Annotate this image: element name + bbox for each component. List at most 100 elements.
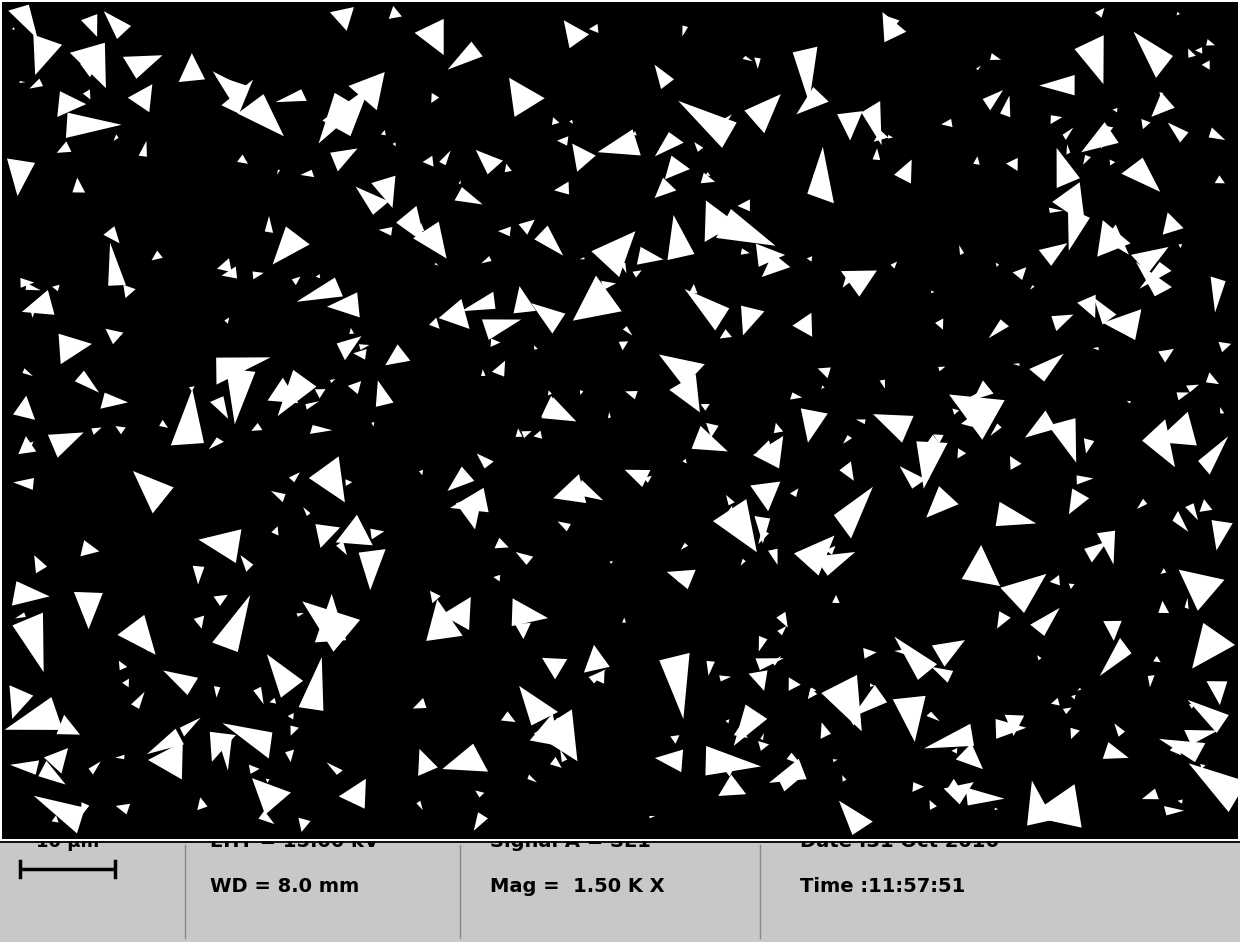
Polygon shape: [510, 77, 544, 117]
Text: EHT = 15.00 kV: EHT = 15.00 kV: [210, 832, 379, 851]
Polygon shape: [1029, 353, 1064, 382]
Polygon shape: [74, 370, 99, 393]
Polygon shape: [1078, 688, 1081, 690]
Polygon shape: [81, 14, 97, 37]
Polygon shape: [863, 648, 877, 658]
Polygon shape: [330, 8, 353, 31]
Polygon shape: [715, 209, 775, 246]
Polygon shape: [610, 561, 613, 564]
Polygon shape: [1048, 418, 1076, 463]
Polygon shape: [14, 396, 35, 420]
Polygon shape: [455, 187, 482, 204]
Polygon shape: [222, 79, 253, 114]
Polygon shape: [33, 796, 86, 834]
Polygon shape: [670, 374, 699, 413]
Polygon shape: [839, 462, 854, 480]
Polygon shape: [83, 89, 91, 100]
Polygon shape: [237, 154, 248, 164]
Polygon shape: [650, 816, 655, 819]
Polygon shape: [817, 367, 831, 378]
Polygon shape: [843, 271, 858, 287]
Polygon shape: [1198, 436, 1228, 475]
Polygon shape: [105, 329, 124, 344]
Polygon shape: [434, 263, 439, 266]
Polygon shape: [625, 470, 651, 487]
Polygon shape: [1152, 92, 1174, 117]
Polygon shape: [305, 401, 319, 410]
Polygon shape: [326, 762, 342, 775]
Polygon shape: [786, 753, 801, 765]
Polygon shape: [541, 396, 562, 416]
Polygon shape: [584, 645, 610, 673]
Polygon shape: [667, 570, 696, 590]
Polygon shape: [1158, 601, 1169, 613]
Polygon shape: [414, 19, 444, 55]
Polygon shape: [330, 149, 357, 171]
Polygon shape: [148, 729, 184, 755]
Polygon shape: [1112, 108, 1117, 112]
Polygon shape: [336, 336, 362, 360]
Polygon shape: [360, 90, 373, 99]
Polygon shape: [1069, 584, 1075, 589]
Polygon shape: [10, 685, 33, 719]
Polygon shape: [1078, 295, 1096, 318]
Polygon shape: [300, 170, 314, 177]
Bar: [0, 841, 1240, 942]
Polygon shape: [718, 774, 746, 796]
Polygon shape: [123, 284, 135, 298]
Polygon shape: [873, 414, 914, 443]
Polygon shape: [20, 278, 35, 288]
Polygon shape: [145, 644, 153, 652]
Polygon shape: [278, 370, 316, 416]
Polygon shape: [632, 270, 641, 278]
Polygon shape: [249, 765, 259, 774]
Text: Signal A = SE1: Signal A = SE1: [490, 832, 651, 851]
Polygon shape: [24, 442, 33, 451]
Polygon shape: [257, 731, 263, 740]
Polygon shape: [572, 143, 595, 171]
Polygon shape: [14, 478, 33, 490]
Polygon shape: [347, 382, 361, 394]
Polygon shape: [315, 389, 326, 398]
Polygon shape: [754, 57, 760, 69]
Polygon shape: [48, 432, 84, 458]
Polygon shape: [888, 135, 893, 138]
Polygon shape: [252, 778, 291, 815]
Polygon shape: [935, 318, 944, 330]
Polygon shape: [1004, 715, 1024, 736]
Polygon shape: [531, 303, 565, 333]
Polygon shape: [419, 223, 424, 232]
Polygon shape: [773, 656, 781, 666]
Polygon shape: [516, 552, 533, 565]
Polygon shape: [625, 391, 637, 399]
Polygon shape: [1161, 568, 1167, 574]
Polygon shape: [719, 506, 733, 528]
Polygon shape: [289, 472, 300, 482]
Polygon shape: [1049, 207, 1063, 213]
Polygon shape: [367, 96, 374, 103]
Polygon shape: [527, 774, 537, 783]
Polygon shape: [1030, 285, 1034, 290]
Polygon shape: [481, 256, 491, 264]
Polygon shape: [518, 219, 534, 235]
Polygon shape: [996, 263, 999, 268]
Polygon shape: [926, 711, 940, 722]
Polygon shape: [501, 711, 516, 723]
Polygon shape: [1187, 384, 1199, 393]
Polygon shape: [1189, 763, 1240, 812]
Polygon shape: [682, 25, 688, 37]
Polygon shape: [894, 159, 911, 184]
Polygon shape: [74, 592, 103, 629]
Polygon shape: [1136, 262, 1172, 297]
Polygon shape: [796, 87, 828, 114]
Polygon shape: [759, 529, 769, 544]
Polygon shape: [10, 760, 40, 774]
Polygon shape: [1169, 742, 1182, 755]
Polygon shape: [879, 380, 885, 389]
Polygon shape: [622, 618, 626, 623]
Polygon shape: [813, 172, 826, 180]
Polygon shape: [1188, 48, 1195, 57]
Polygon shape: [336, 514, 373, 545]
Polygon shape: [1159, 739, 1205, 762]
Bar: [0, 839, 1240, 841]
